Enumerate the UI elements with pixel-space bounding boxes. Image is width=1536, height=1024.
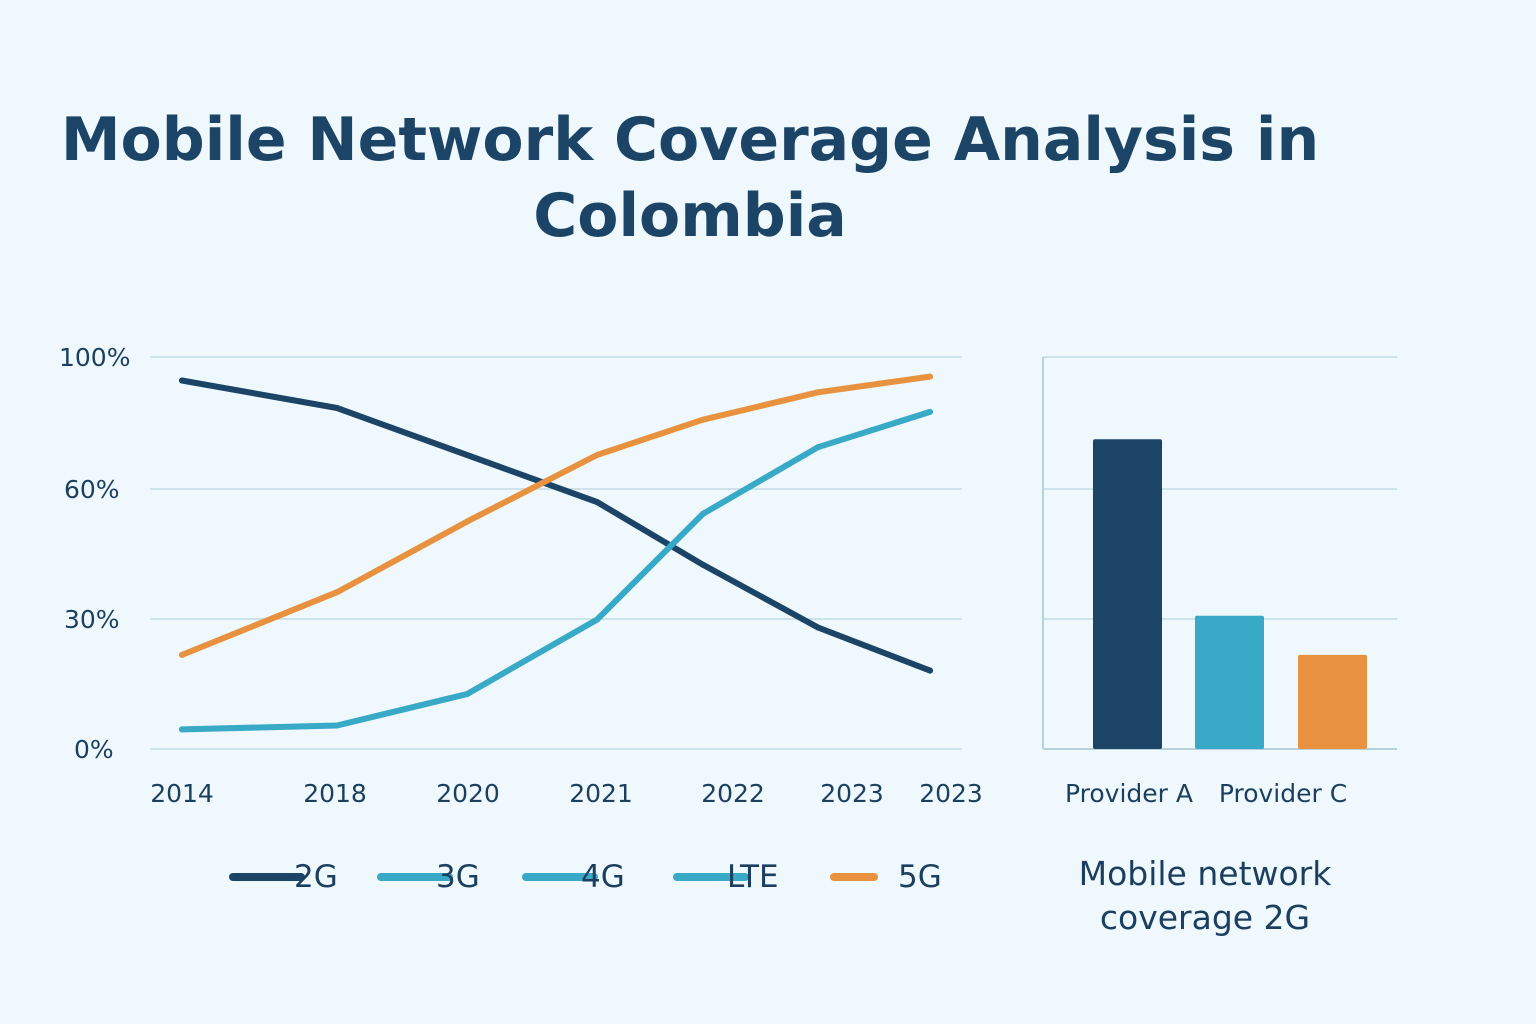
series-point-2g [594, 499, 600, 505]
x-tick-label: 2022 [701, 779, 765, 808]
series-point-5g [334, 589, 340, 596]
y-tick-label: 30% [64, 605, 120, 634]
bar-x-tick-label: Provider C [1219, 779, 1347, 808]
line-chart-series [179, 373, 933, 733]
line-chart-y-ticks: 100% 60% 30% 0% [59, 343, 130, 764]
bar [1093, 439, 1162, 749]
x-tick-label: 2021 [569, 779, 633, 808]
series-line-3g [179, 408, 933, 733]
legend-label: 5G [898, 859, 942, 895]
series-point-3g [927, 408, 933, 415]
series-point-2g [700, 561, 706, 568]
line-chart-x-ticks: 2014 2018 2020 2021 2022 2023 2023 [150, 779, 983, 808]
series-point-2g [927, 667, 933, 674]
bar [1195, 615, 1264, 749]
series-point-5g [815, 389, 821, 396]
chart-title: Mobile Network Coverage Analysis in Colo… [0, 102, 1380, 254]
series-point-5g [179, 651, 185, 658]
chart-title-line-2: Colombia [533, 181, 847, 251]
series-point-3g [700, 510, 706, 517]
series-point-3g [815, 444, 821, 451]
line-chart-gridlines [150, 356, 962, 750]
legend-label: LTE [727, 859, 779, 895]
series-point-2g [179, 377, 185, 384]
x-tick-label: 2014 [150, 779, 214, 808]
x-tick-label: 2023 [820, 779, 884, 808]
series-point-3g [594, 616, 600, 623]
y-tick-label: 60% [64, 475, 120, 504]
bar-x-tick-label: Provider A [1065, 779, 1193, 808]
series-point-5g [927, 373, 933, 380]
bar-chart-caption-line-2: coverage 2G [1099, 898, 1311, 937]
x-tick-label: 2020 [436, 779, 500, 808]
line-chart-legend: 2G 3G 4G LTE 5G [229, 859, 942, 895]
y-tick-label: 0% [74, 735, 114, 764]
bar-chart-x-ticks: Provider A Provider C [1065, 779, 1347, 808]
bar-chart-bars [1093, 439, 1367, 749]
series-point-3g [334, 722, 340, 729]
x-tick-label: 2018 [303, 779, 367, 808]
series-point-3g [464, 691, 470, 698]
legend-label: 2G [294, 859, 338, 895]
chart-title-line-1: Mobile Network Coverage Analysis in [60, 105, 1320, 175]
legend-label: 4G [581, 859, 625, 895]
series-point-2g [464, 452, 470, 458]
series-point-5g [594, 452, 600, 458]
series-line-5g [179, 373, 933, 658]
legend-label: 3G [436, 859, 480, 895]
series-point-5g [464, 518, 470, 525]
y-tick-label: 100% [59, 343, 130, 372]
series-point-2g [334, 405, 340, 411]
x-tick-label: 2023 [919, 779, 983, 808]
series-point-2g [815, 624, 821, 631]
series-point-3g [179, 726, 185, 733]
bar-chart-caption-line-1: Mobile network [1078, 854, 1332, 893]
bar-chart-caption: Mobile network coverage 2G [1030, 852, 1380, 940]
series-point-5g [700, 416, 706, 423]
bar [1298, 654, 1367, 749]
